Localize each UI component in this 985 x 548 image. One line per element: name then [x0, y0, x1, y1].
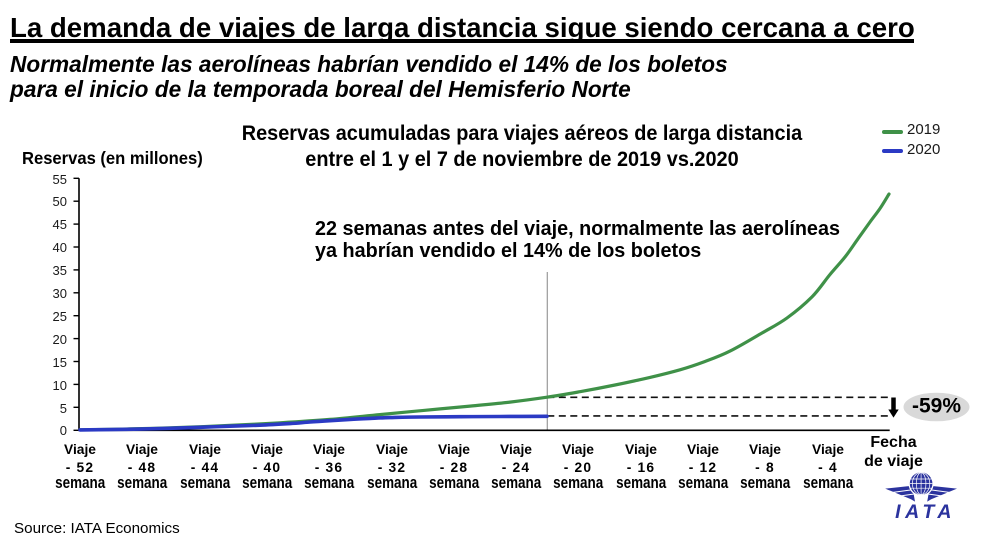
svg-text:-59%: -59%	[912, 394, 961, 417]
svg-text:IATA: IATA	[895, 501, 956, 523]
